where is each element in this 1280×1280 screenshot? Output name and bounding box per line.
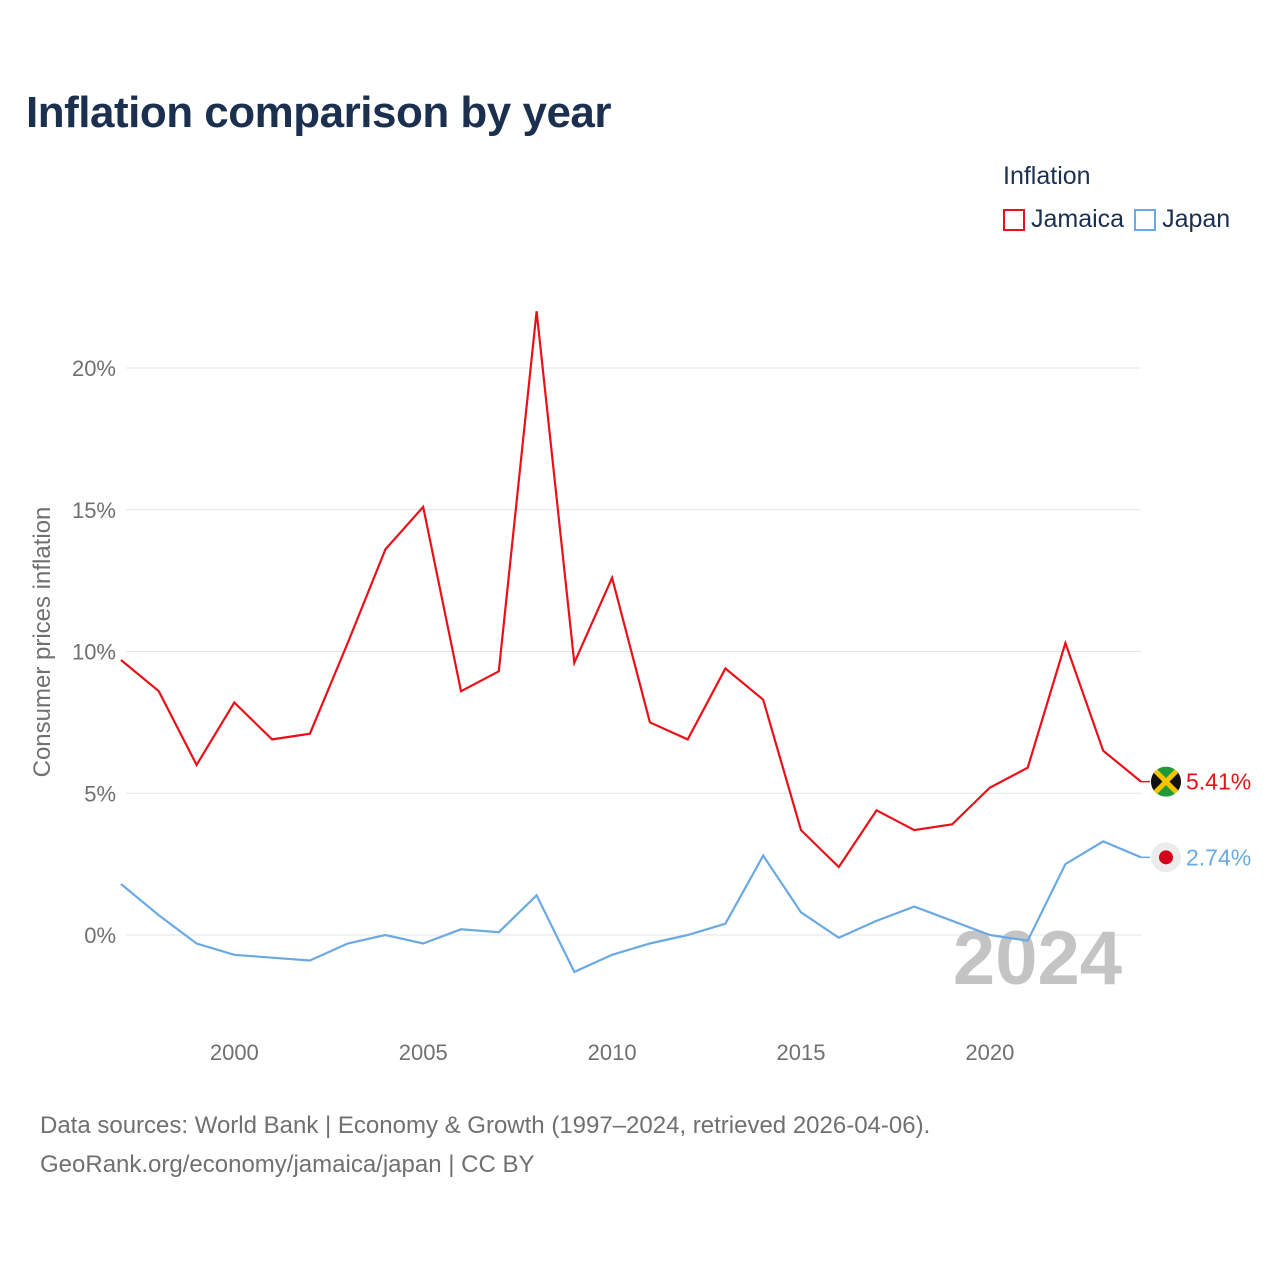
legend: Jamaica Japan — [1003, 205, 1230, 234]
grid-lines — [126, 367, 1141, 936]
legend-item-jamaica[interactable]: Jamaica — [1003, 205, 1124, 234]
y-tick-label: 5% — [84, 781, 116, 806]
footer-url[interactable]: GeoRank.org/economy/jamaica/japan | CC B… — [40, 1151, 535, 1178]
y-tick-label: 20% — [72, 356, 116, 381]
y-tick-label: 0% — [84, 923, 116, 948]
x-tick-label: 2005 — [399, 1040, 448, 1065]
y-axis-ticks: 0% 5% 10% 15% 20% — [72, 356, 116, 948]
series-line-jamaica — [120, 311, 1142, 869]
flag-red-disc — [1159, 850, 1173, 865]
x-tick-label: 2000 — [210, 1040, 259, 1065]
flag-saltire-b — [1151, 766, 1181, 797]
legend-title: Inflation — [1003, 162, 1091, 190]
x-tick-label: 2015 — [777, 1040, 826, 1065]
y-tick-label: 10% — [72, 640, 116, 665]
year-watermark: 2024 — [953, 916, 1122, 1001]
flag-body — [1151, 766, 1181, 797]
flag-black-right — [1166, 766, 1181, 797]
japan-flag-icon — [1151, 842, 1181, 873]
jamaica-flag-icon — [1151, 766, 1181, 797]
legend-label-jamaica: Jamaica — [1031, 205, 1125, 233]
end-label-jamaica: 5.41% — [1186, 769, 1251, 795]
x-axis-ticks: 2000 2005 2010 2015 2020 — [210, 1040, 1015, 1065]
legend-item-japan[interactable]: Japan — [1134, 205, 1230, 234]
footer: Data sources: World Bank | Economy & Gro… — [40, 1106, 930, 1184]
footer-sources: Data sources: World Bank | Economy & Gro… — [40, 1112, 931, 1139]
x-tick-label: 2020 — [965, 1040, 1014, 1065]
series-line-japan — [120, 840, 1142, 974]
x-tick-label: 2010 — [588, 1040, 637, 1065]
legend-label-japan: Japan — [1162, 205, 1231, 233]
flag-black-left — [1151, 766, 1166, 797]
end-labels: 5.41% 2.74% — [1141, 766, 1251, 873]
y-tick-label: 15% — [72, 498, 116, 523]
chart-title: Inflation comparison by year — [26, 88, 612, 137]
y-axis-label: Consumer prices inflation — [29, 507, 56, 778]
legend-swatch-jamaica — [1003, 208, 1025, 231]
legend-swatch-japan — [1134, 208, 1157, 231]
series-group — [120, 311, 1142, 974]
end-label-japan: 2.74% — [1186, 844, 1251, 870]
